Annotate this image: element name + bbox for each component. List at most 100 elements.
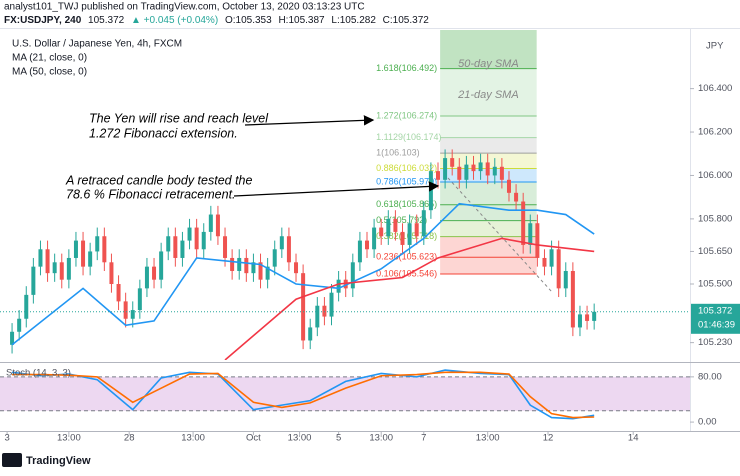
logo bbox=[2, 453, 22, 467]
candle-body bbox=[535, 223, 540, 258]
line bbox=[224, 237, 595, 360]
y-tick-label: 105.500 bbox=[698, 279, 732, 290]
fib-label: 0.886(106.032) bbox=[376, 163, 437, 173]
byline: analyst101_TWJ published on TradingView.… bbox=[4, 2, 365, 13]
candle-body bbox=[159, 251, 164, 280]
candle-body bbox=[73, 240, 78, 258]
candle-body bbox=[109, 262, 114, 285]
candle-body bbox=[201, 231, 206, 250]
candle-body bbox=[542, 257, 547, 267]
y-tick-label: 106.200 bbox=[698, 127, 732, 138]
candle-body bbox=[393, 218, 398, 232]
candle-body bbox=[464, 164, 469, 180]
arrow bbox=[233, 181, 440, 197]
candle-body bbox=[166, 236, 171, 252]
candle-body bbox=[208, 214, 213, 232]
candle-body bbox=[286, 236, 291, 263]
box-label: 21-day SMA bbox=[457, 89, 519, 101]
x-tick-label: 28 bbox=[124, 433, 135, 444]
candle-body bbox=[308, 327, 313, 341]
candle-body bbox=[357, 240, 362, 263]
x-tick-label: 13:00 bbox=[57, 433, 81, 444]
x-tick-label: 13:00 bbox=[288, 433, 312, 444]
candle-body bbox=[17, 318, 22, 332]
candle-body bbox=[492, 166, 497, 176]
candle-body bbox=[230, 257, 235, 271]
x-tick-label: Oct bbox=[246, 433, 261, 444]
ohlc: C:105.372 bbox=[383, 15, 430, 26]
ohlc: O:105.353 bbox=[225, 15, 272, 26]
candle-body bbox=[322, 305, 327, 317]
legend-entry: MA (50, close, 0) bbox=[12, 67, 87, 78]
candle-body bbox=[350, 262, 355, 289]
candle-body bbox=[272, 249, 277, 267]
candle-body bbox=[116, 284, 121, 302]
y-tick-label: 80.00 bbox=[698, 371, 722, 382]
candle-body bbox=[499, 166, 504, 180]
fib-band bbox=[440, 153, 537, 169]
candle-body bbox=[563, 270, 568, 289]
line bbox=[11, 202, 595, 346]
x-tick-label: 12 bbox=[543, 433, 554, 444]
fib-band bbox=[440, 115, 537, 138]
candle-body bbox=[301, 273, 306, 341]
candle-body bbox=[435, 171, 440, 180]
candle-body bbox=[258, 262, 263, 280]
y-tick-label: 0.00 bbox=[698, 417, 717, 428]
candle-body bbox=[556, 249, 561, 289]
candle-body bbox=[450, 158, 455, 167]
candle-body bbox=[379, 227, 384, 237]
candle-body bbox=[457, 166, 462, 180]
candle-body bbox=[414, 223, 419, 237]
box-label: 50-day SMA bbox=[458, 58, 519, 70]
annotation: The Yen will rise and reach level bbox=[89, 111, 269, 125]
candle-body bbox=[294, 262, 299, 274]
fib-label: 0.618(105.865) bbox=[376, 199, 437, 209]
y-tick-label: 106.400 bbox=[698, 83, 732, 94]
candle-body bbox=[144, 266, 149, 289]
candle-body bbox=[485, 162, 490, 176]
fib-label: 1.1129(106.174) bbox=[376, 132, 441, 142]
candle-body bbox=[577, 314, 582, 328]
candle-body bbox=[585, 314, 590, 321]
x-tick-label: 13:00 bbox=[476, 433, 500, 444]
candle-body bbox=[407, 223, 412, 245]
fib-label: 0.786(105.970) bbox=[376, 176, 437, 186]
currency: JPY bbox=[706, 41, 724, 52]
candle-body bbox=[506, 179, 511, 193]
candle-body bbox=[95, 236, 100, 252]
last: 105.372 bbox=[88, 15, 125, 26]
candle-body bbox=[443, 158, 448, 180]
candle-body bbox=[237, 257, 242, 271]
candle-body bbox=[329, 292, 334, 317]
y-tick-label: 105.230 bbox=[698, 337, 732, 348]
price-badge bbox=[691, 303, 740, 334]
fib-band bbox=[440, 204, 537, 221]
candle-body bbox=[279, 236, 284, 250]
candle-body bbox=[251, 262, 256, 274]
candle-body bbox=[187, 227, 192, 241]
candle-body bbox=[123, 301, 128, 319]
candle-body bbox=[88, 251, 93, 267]
stoch-title: Stoch (14, 3, 3) bbox=[6, 368, 71, 379]
fib-band bbox=[440, 257, 537, 275]
candle-body bbox=[152, 266, 157, 280]
x-tick-label: 13:00 bbox=[369, 433, 393, 444]
candle-body bbox=[38, 249, 43, 267]
candle-body bbox=[421, 210, 426, 237]
y-tick-label: 106.000 bbox=[698, 170, 732, 181]
candle-body bbox=[102, 236, 107, 263]
candle-body bbox=[428, 171, 433, 211]
fib-label: 0.382(105.718) bbox=[376, 231, 437, 241]
candle-body bbox=[45, 249, 50, 274]
candle-body bbox=[10, 331, 15, 345]
chart-title: U.S. Dollar / Japanese Yen, 4h, FXCM bbox=[12, 39, 182, 50]
ohlc: L:105.282 bbox=[331, 15, 376, 26]
candle-body bbox=[244, 257, 249, 274]
candle-body bbox=[52, 262, 57, 274]
candle-body bbox=[315, 305, 320, 328]
candle-body bbox=[514, 192, 519, 202]
fib-band bbox=[440, 220, 537, 237]
brand[interactable]: TradingView bbox=[26, 455, 91, 467]
